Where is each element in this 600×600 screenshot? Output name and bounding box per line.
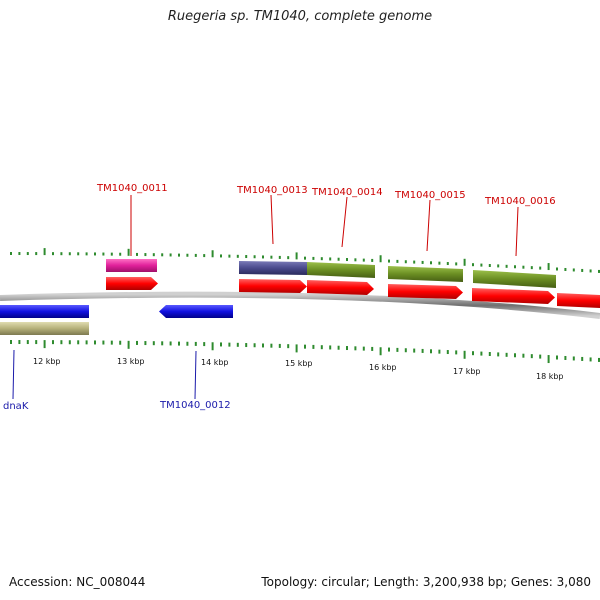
gene-label-tm1040-0016[interactable]: TM1040_0016 [484,196,556,207]
cds-arrow-forward-0011[interactable] [106,277,158,290]
cds-arrow-forward-0014[interactable] [307,280,374,295]
topology-text: Topology: circular; Length: 3,200,938 bp… [261,575,591,589]
gene-label-tm1040-0011[interactable]: TM1040_0011 [96,183,168,194]
accession-text: Accession: NC_008044 [9,575,146,589]
gene-feature-purple[interactable] [239,261,307,275]
cds-arrow-forward-0013[interactable] [239,279,307,293]
cds-arrow-forward-partial[interactable] [557,293,600,308]
gene-label-tm1040-0013[interactable]: TM1040_0013 [236,185,308,196]
gene-label-dnak[interactable]: dnaK [3,401,29,412]
gene-label-tm1040-0012[interactable]: TM1040_0012 [159,400,231,411]
cds-arrow-reverse-0012[interactable] [159,305,233,318]
leader-line-dnak [12,349,15,400]
kbp-label-13: 13 kbp [117,357,145,366]
gene-feature-khaki[interactable] [0,322,89,335]
kbp-label-18: 18 kbp [536,372,564,381]
gene-label-tm1040-0015[interactable]: TM1040_0015 [394,190,466,201]
kbp-label-12: 12 kbp [33,357,61,366]
kbp-label-14: 14 kbp [201,358,229,367]
leader-line-0015 [426,199,431,252]
gene-feature-olive-3[interactable] [473,270,556,288]
cds-arrow-forward-0016[interactable] [472,288,555,304]
leader-line-0012 [194,350,197,400]
cds-arrow-forward-0015[interactable] [388,284,463,299]
gene-feature-olive-1[interactable] [307,262,375,278]
tick-marks-bottom [10,340,600,364]
kbp-label-16: 16 kbp [369,363,397,372]
leader-line-0014 [341,196,348,248]
leader-line-0013 [270,194,274,245]
tick-marks-top [10,248,600,273]
gene-feature-olive-2[interactable] [388,266,463,282]
kbp-label-17: 17 kbp [453,367,481,376]
gene-label-tm1040-0014[interactable]: TM1040_0014 [311,187,383,198]
leader-line-0016 [515,206,519,257]
gene-feature-magenta[interactable] [106,259,157,272]
cds-arrow-reverse-dnak[interactable] [0,305,89,318]
kbp-label-15: 15 kbp [285,359,313,368]
genome-title: Ruegeria sp. TM1040, complete genome [167,9,433,24]
genome-backbone [0,291,600,319]
